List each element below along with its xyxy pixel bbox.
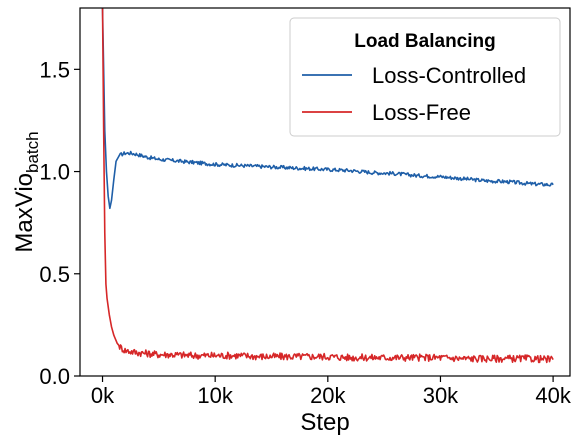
- legend-label: Loss-Free: [372, 100, 471, 125]
- y-tick-label: 0.0: [39, 364, 70, 389]
- legend: Load Balancing Loss-Controlled Loss-Free: [289, 17, 561, 137]
- x-axis-ticks: 0k 10k 20k 30k 40k: [91, 376, 572, 408]
- legend-title: Load Balancing: [354, 31, 495, 52]
- legend-box: [289, 17, 561, 137]
- x-axis-title: Step: [300, 409, 349, 436]
- x-tick-label: 10k: [197, 383, 233, 408]
- legend-entry: Loss-Controlled: [302, 63, 526, 88]
- series-line-loss-controlled: [101, 8, 554, 210]
- plot-area: [79, 7, 571, 377]
- x-tick-label: 20k: [310, 383, 346, 408]
- series-line-loss-free: [101, 8, 554, 364]
- x-tick-label: 0k: [91, 383, 115, 408]
- y-tick-label: 1.0: [39, 160, 70, 185]
- axes-frame: [79, 7, 571, 377]
- y-tick-label: 1.5: [39, 57, 70, 82]
- y-axis-title: MaxViobatch: [11, 131, 42, 252]
- x-tick-label: 40k: [535, 383, 571, 408]
- legend-label: Loss-Controlled: [372, 63, 526, 88]
- x-tick-label: 30k: [423, 383, 459, 408]
- series-layer: [101, 8, 554, 364]
- y-axis-ticks: 0.0 0.5 1.0 1.5: [39, 57, 80, 389]
- legend-entries: Loss-Controlled Loss-Free: [302, 63, 526, 125]
- y-axis-title-subscript: batch: [23, 131, 42, 173]
- y-tick-label: 0.5: [39, 262, 70, 287]
- y-axis-title-main: MaxVio: [11, 173, 38, 253]
- legend-entry: Loss-Free: [302, 100, 471, 125]
